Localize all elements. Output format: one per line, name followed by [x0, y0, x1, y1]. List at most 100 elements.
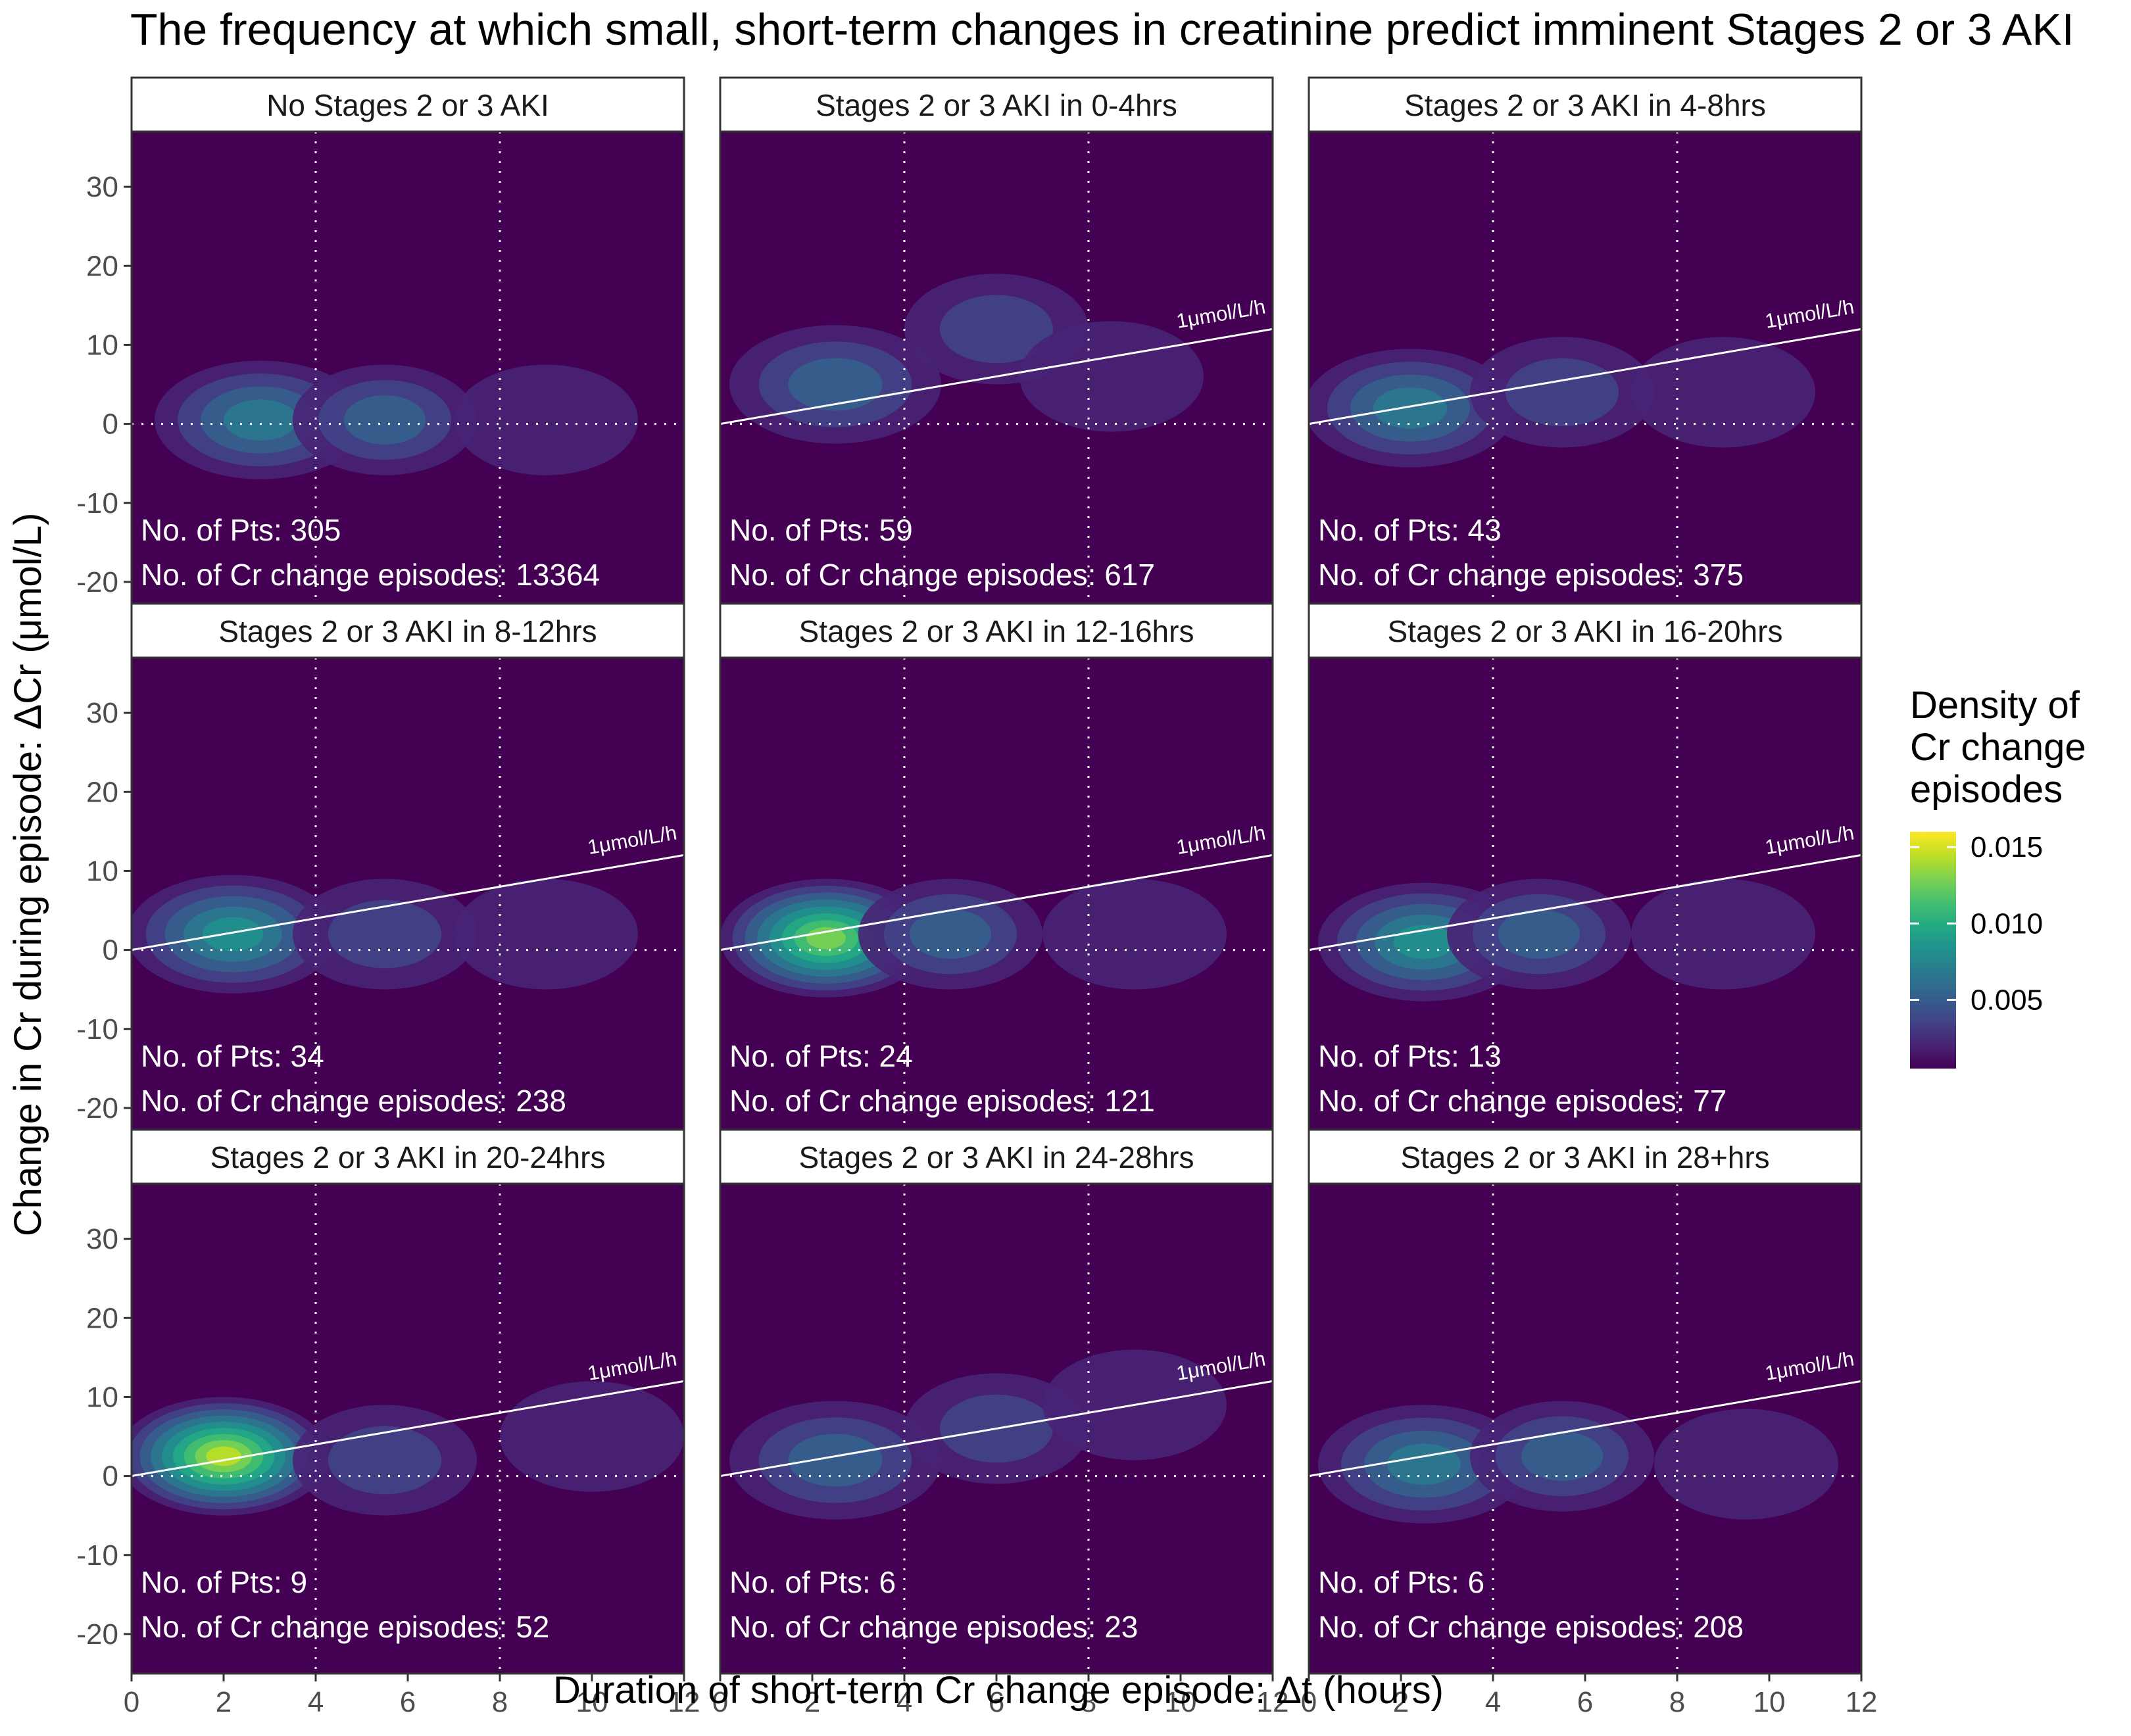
facet-label: Stages 2 or 3 AKI in 28+hrs: [1400, 1140, 1769, 1174]
x-tick-label: 12: [668, 1686, 700, 1718]
x-tick-label: 10: [1165, 1686, 1197, 1718]
reference-lines: [1309, 1184, 1861, 1674]
legend-title: episodes: [1910, 768, 2063, 811]
density-contours: [1318, 879, 1815, 1001]
facet-strip: [1308, 602, 1863, 659]
density-level: [1387, 1443, 1461, 1485]
patients-count: No. of Pts: 9: [141, 1565, 307, 1599]
episodes-count: No. of Cr change episodes: 617: [729, 558, 1155, 592]
facet-label: Stages 2 or 3 AKI in 12-16hrs: [799, 614, 1194, 648]
reference-lines: [132, 658, 684, 1147]
x-tick-label: 4: [308, 1686, 324, 1718]
legend-colorbar: [1910, 832, 1956, 1069]
rate-line: [720, 1380, 1273, 1478]
y-tick-label: 0: [103, 1460, 118, 1493]
facet-label: Stages 2 or 3 AKI in 0-4hrs: [816, 88, 1177, 122]
x-tick-label: 8: [1081, 1686, 1096, 1718]
rate-line: [720, 327, 1273, 425]
episodes-count: No. of Cr change episodes: 208: [1318, 1610, 1744, 1644]
x-tick-label: 6: [1577, 1686, 1593, 1718]
density-level: [454, 879, 638, 990]
y-axis-ticks: -20 -10 0 10 20 30 -20 -10 0 10 20 30 -20 -10 0 10 20 30: [76, 171, 132, 1651]
x-tick-label: 0: [1301, 1686, 1317, 1718]
y-tick-label: -10: [76, 487, 118, 519]
rate-line: [720, 854, 1273, 952]
chart-title: The frequency at which small, short-term…: [130, 5, 2074, 55]
density-level: [1498, 909, 1580, 959]
y-tick-label: 20: [86, 1302, 118, 1334]
density-level: [1654, 1409, 1838, 1520]
reference-lines: [132, 1184, 684, 1674]
density-level: [500, 1381, 684, 1492]
rate-line: [132, 854, 684, 952]
x-tick-label: 2: [1393, 1686, 1409, 1718]
density-level: [1042, 879, 1227, 990]
x-tick-label: 10: [1753, 1686, 1786, 1718]
facet-panel: Stages 2 or 3 AKI in 16-20hrs1μmol/L/hNo…: [1308, 602, 1863, 1149]
facet-panel: Stages 2 or 3 AKI in 12-16hrs1μmol/L/hNo…: [719, 602, 1274, 1149]
density-contours: [155, 360, 638, 479]
y-tick-label: -20: [76, 566, 118, 598]
y-tick-label: 10: [86, 1381, 118, 1413]
legend-tick-label: 0.005: [1971, 984, 2043, 1016]
facet-label: Stages 2 or 3 AKI in 8-12hrs: [218, 614, 597, 648]
episodes-count: No. of Cr change episodes: 13364: [141, 558, 600, 592]
legend-tick-label: 0.015: [1971, 831, 2043, 863]
facet-label: Stages 2 or 3 AKI in 16-20hrs: [1388, 614, 1783, 648]
y-tick-label: -10: [76, 1013, 118, 1046]
legend-title: Cr change: [1910, 726, 2086, 769]
patients-count: No. of Pts: 305: [141, 513, 341, 547]
x-tick-label: 4: [1485, 1686, 1501, 1718]
x-tick-label: 12: [1257, 1686, 1289, 1718]
density-level: [1521, 1432, 1604, 1481]
y-tick-label: 30: [86, 171, 118, 203]
y-tick-label: 10: [86, 855, 118, 887]
rate-line: [132, 1380, 684, 1478]
reference-lines: [1309, 658, 1861, 1147]
y-tick-label: 0: [103, 408, 118, 441]
density-level: [1631, 879, 1815, 990]
facet-strip: [130, 1128, 685, 1185]
reference-lines: [132, 132, 684, 621]
patients-count: No. of Pts: 6: [1318, 1565, 1484, 1599]
facet-strip: [130, 76, 685, 133]
facet-strip: [719, 602, 1274, 659]
facet-panel: Stages 2 or 3 AKI in 24-28hrs1μmol/L/hNo…: [719, 1128, 1274, 1675]
x-axis-ticks: 0 2 4 6 8 10 12 0 2 4 6 8 10 12 0 2 4 6 8 10 12: [124, 1674, 1877, 1718]
facet-panel: Stages 2 or 3 AKI in 0-4hrs1μmol/L/hNo. …: [719, 76, 1274, 623]
episodes-count: No. of Cr change episodes: 121: [729, 1084, 1155, 1118]
x-tick-label: 0: [124, 1686, 139, 1718]
facet-label: Stages 2 or 3 AKI in 4-8hrs: [1404, 88, 1766, 122]
reference-lines: [720, 132, 1273, 621]
y-tick-label: -10: [76, 1539, 118, 1572]
episodes-count: No. of Cr change episodes: 375: [1318, 558, 1744, 592]
patients-count: No. of Pts: 24: [729, 1039, 913, 1073]
y-tick-label: 0: [103, 934, 118, 967]
facet-label: Stages 2 or 3 AKI in 20-24hrs: [210, 1140, 606, 1174]
episodes-count: No. of Cr change episodes: 23: [729, 1610, 1138, 1644]
patients-count: No. of Pts: 34: [141, 1039, 324, 1073]
reference-lines: [720, 1184, 1273, 1674]
facet-label: Stages 2 or 3 AKI in 24-28hrs: [799, 1140, 1194, 1174]
x-tick-label: 8: [1669, 1686, 1685, 1718]
density-contours: [1318, 1401, 1838, 1524]
density-contours: [132, 875, 638, 994]
density-level: [203, 917, 263, 952]
x-tick-label: 10: [576, 1686, 608, 1718]
episodes-count: No. of Cr change episodes: 77: [1318, 1084, 1727, 1118]
patients-count: No. of Pts: 59: [729, 513, 913, 547]
x-tick-label: 6: [400, 1686, 416, 1718]
density-level: [454, 364, 638, 475]
episodes-count: No. of Cr change episodes: 238: [141, 1084, 566, 1118]
y-tick-label: 30: [86, 1223, 118, 1255]
facet-label: No Stages 2 or 3 AKI: [266, 88, 549, 122]
rate-line: [1309, 1380, 1861, 1478]
x-tick-label: 4: [896, 1686, 912, 1718]
density-level: [939, 295, 1054, 364]
y-tick-label: -20: [76, 1618, 118, 1651]
density-contours: [720, 879, 1227, 998]
rate-line: [1309, 327, 1861, 425]
density-level: [328, 900, 442, 969]
density-level: [328, 1426, 442, 1495]
